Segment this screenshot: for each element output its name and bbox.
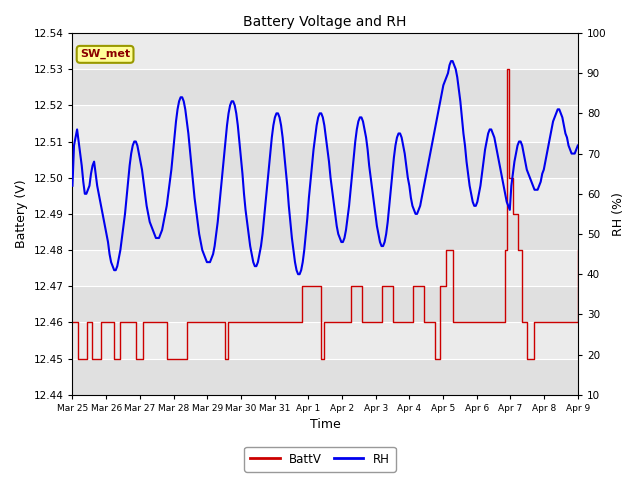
Text: SW_met: SW_met	[80, 49, 130, 60]
Bar	[72, 214, 578, 250]
Bar	[72, 323, 578, 359]
X-axis label: Time: Time	[310, 419, 340, 432]
Bar	[72, 105, 578, 142]
Bar	[72, 33, 578, 69]
Bar	[72, 286, 578, 323]
Bar	[72, 69, 578, 105]
Bar	[72, 250, 578, 286]
Bar	[72, 178, 578, 214]
Bar	[72, 359, 578, 395]
Title: Battery Voltage and RH: Battery Voltage and RH	[243, 15, 407, 29]
Y-axis label: Battery (V): Battery (V)	[15, 180, 28, 248]
Legend: BattV, RH: BattV, RH	[244, 447, 396, 472]
Y-axis label: RH (%): RH (%)	[612, 192, 625, 236]
Bar	[72, 142, 578, 178]
